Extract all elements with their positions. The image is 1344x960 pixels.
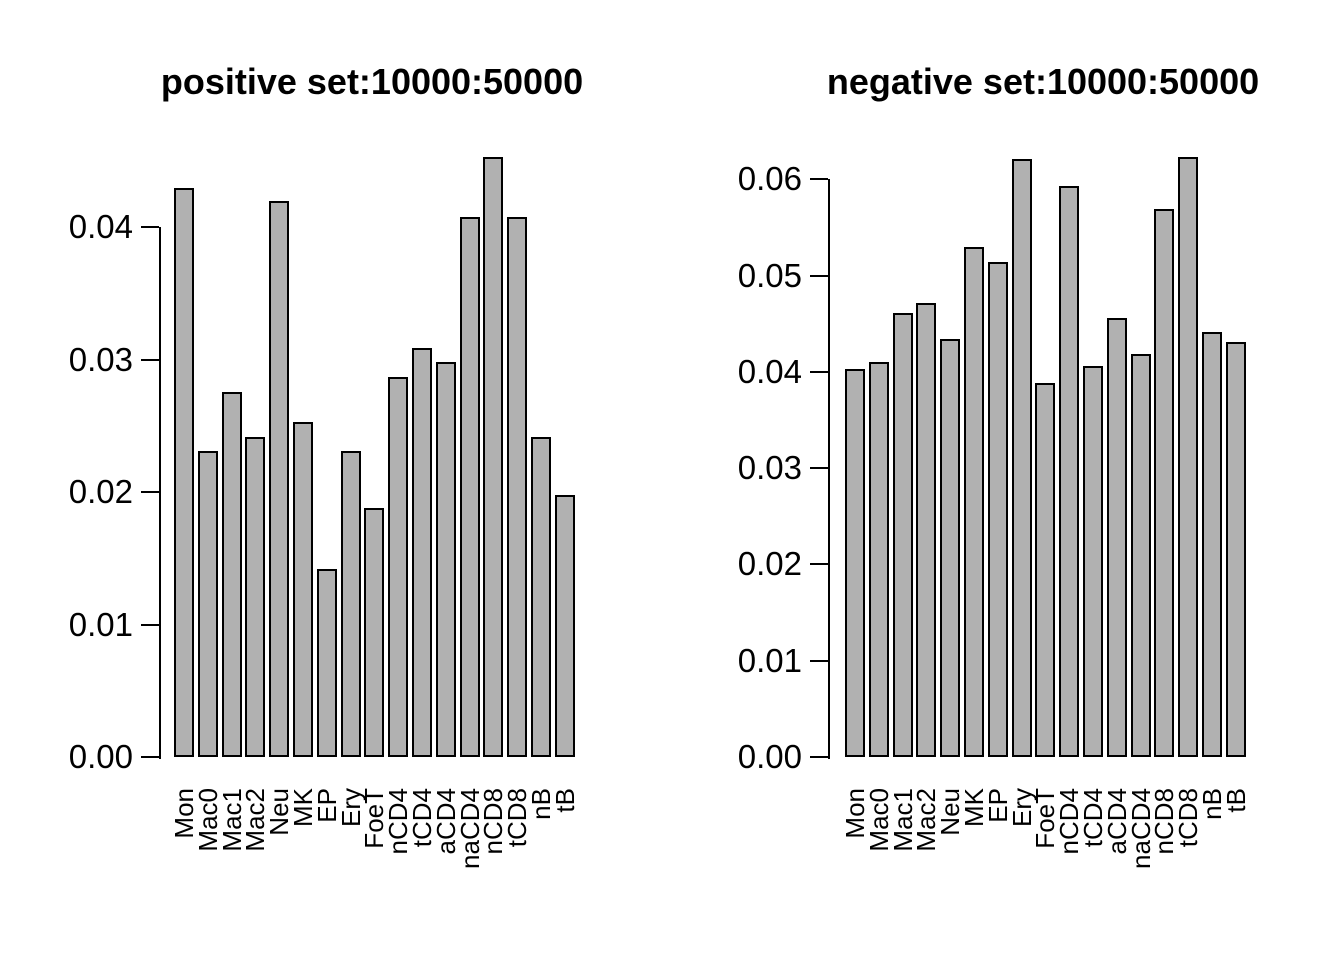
bar-nCD4 — [388, 377, 409, 757]
bar-nCD4 — [1059, 186, 1080, 757]
bar-EP — [316, 569, 337, 757]
y-tick — [810, 178, 828, 181]
bar-tCD8 — [1178, 157, 1199, 757]
bar-Mon — [174, 188, 194, 757]
bar-Mac2 — [245, 437, 266, 757]
y-tick — [141, 623, 159, 626]
bar-MK — [293, 422, 313, 757]
y-tick-label: 0.03 — [737, 449, 802, 487]
chart-title-negative: negative set:10000:50000 — [826, 61, 1260, 102]
y-tick — [810, 370, 828, 373]
y-tick-label: 0.02 — [737, 545, 802, 583]
bar-EP — [987, 262, 1008, 757]
bar-Mon — [845, 369, 865, 757]
y-tick-label: 0.03 — [68, 340, 133, 378]
bar-Ery — [1011, 159, 1032, 757]
bar-FoeT — [364, 508, 385, 757]
bar-tCD4 — [1083, 366, 1103, 757]
y-tick — [141, 226, 159, 229]
y-tick — [141, 491, 159, 494]
y-axis-line — [828, 179, 830, 759]
y-tick — [810, 467, 828, 470]
y-tick-label: 0.00 — [68, 738, 133, 775]
bar-tCD4 — [412, 348, 432, 757]
bar-Neu — [269, 201, 290, 757]
y-tick — [141, 358, 159, 361]
bar-nB — [531, 437, 551, 757]
y-axis-line — [159, 227, 161, 759]
bar-naCD4 — [1130, 354, 1151, 757]
bar-nCD8 — [1154, 209, 1175, 757]
y-tick-label: 0.05 — [737, 256, 802, 294]
y-tick-label: 0.00 — [737, 738, 802, 775]
y-tick-label: 0.06 — [737, 160, 802, 198]
bar-Mac1 — [892, 313, 913, 757]
bar-Mac0 — [197, 451, 218, 757]
bar-nB — [1202, 332, 1222, 757]
bar-Neu — [940, 339, 961, 757]
bar-Mac2 — [916, 303, 937, 757]
y-tick — [810, 659, 828, 662]
bar-FoeT — [1035, 383, 1056, 757]
bar-nCD8 — [483, 157, 504, 757]
bar-naCD4 — [459, 217, 480, 757]
y-tick-label: 0.04 — [737, 352, 802, 390]
bar-aCD4 — [1106, 318, 1127, 757]
bar-MK — [964, 247, 984, 757]
x-tick-label: tB — [1220, 788, 1251, 813]
y-tick-label: 0.04 — [68, 208, 133, 246]
chart-title-positive: positive set:10000:50000 — [160, 61, 584, 102]
y-tick — [141, 756, 159, 758]
y-tick-label: 0.01 — [737, 641, 802, 679]
bar-Mac1 — [221, 392, 242, 757]
y-tick-label: 0.02 — [68, 473, 133, 511]
bar-tCD8 — [507, 217, 528, 757]
x-tick-label: tB — [549, 788, 580, 813]
y-tick — [810, 274, 828, 277]
bar-tB — [1225, 342, 1246, 757]
y-tick-label: 0.01 — [68, 605, 133, 643]
y-tick — [810, 563, 828, 566]
bar-tB — [554, 495, 575, 757]
y-tick — [810, 756, 828, 758]
bar-Mac0 — [868, 362, 889, 757]
bar-Ery — [340, 451, 361, 757]
bar-aCD4 — [435, 362, 456, 757]
